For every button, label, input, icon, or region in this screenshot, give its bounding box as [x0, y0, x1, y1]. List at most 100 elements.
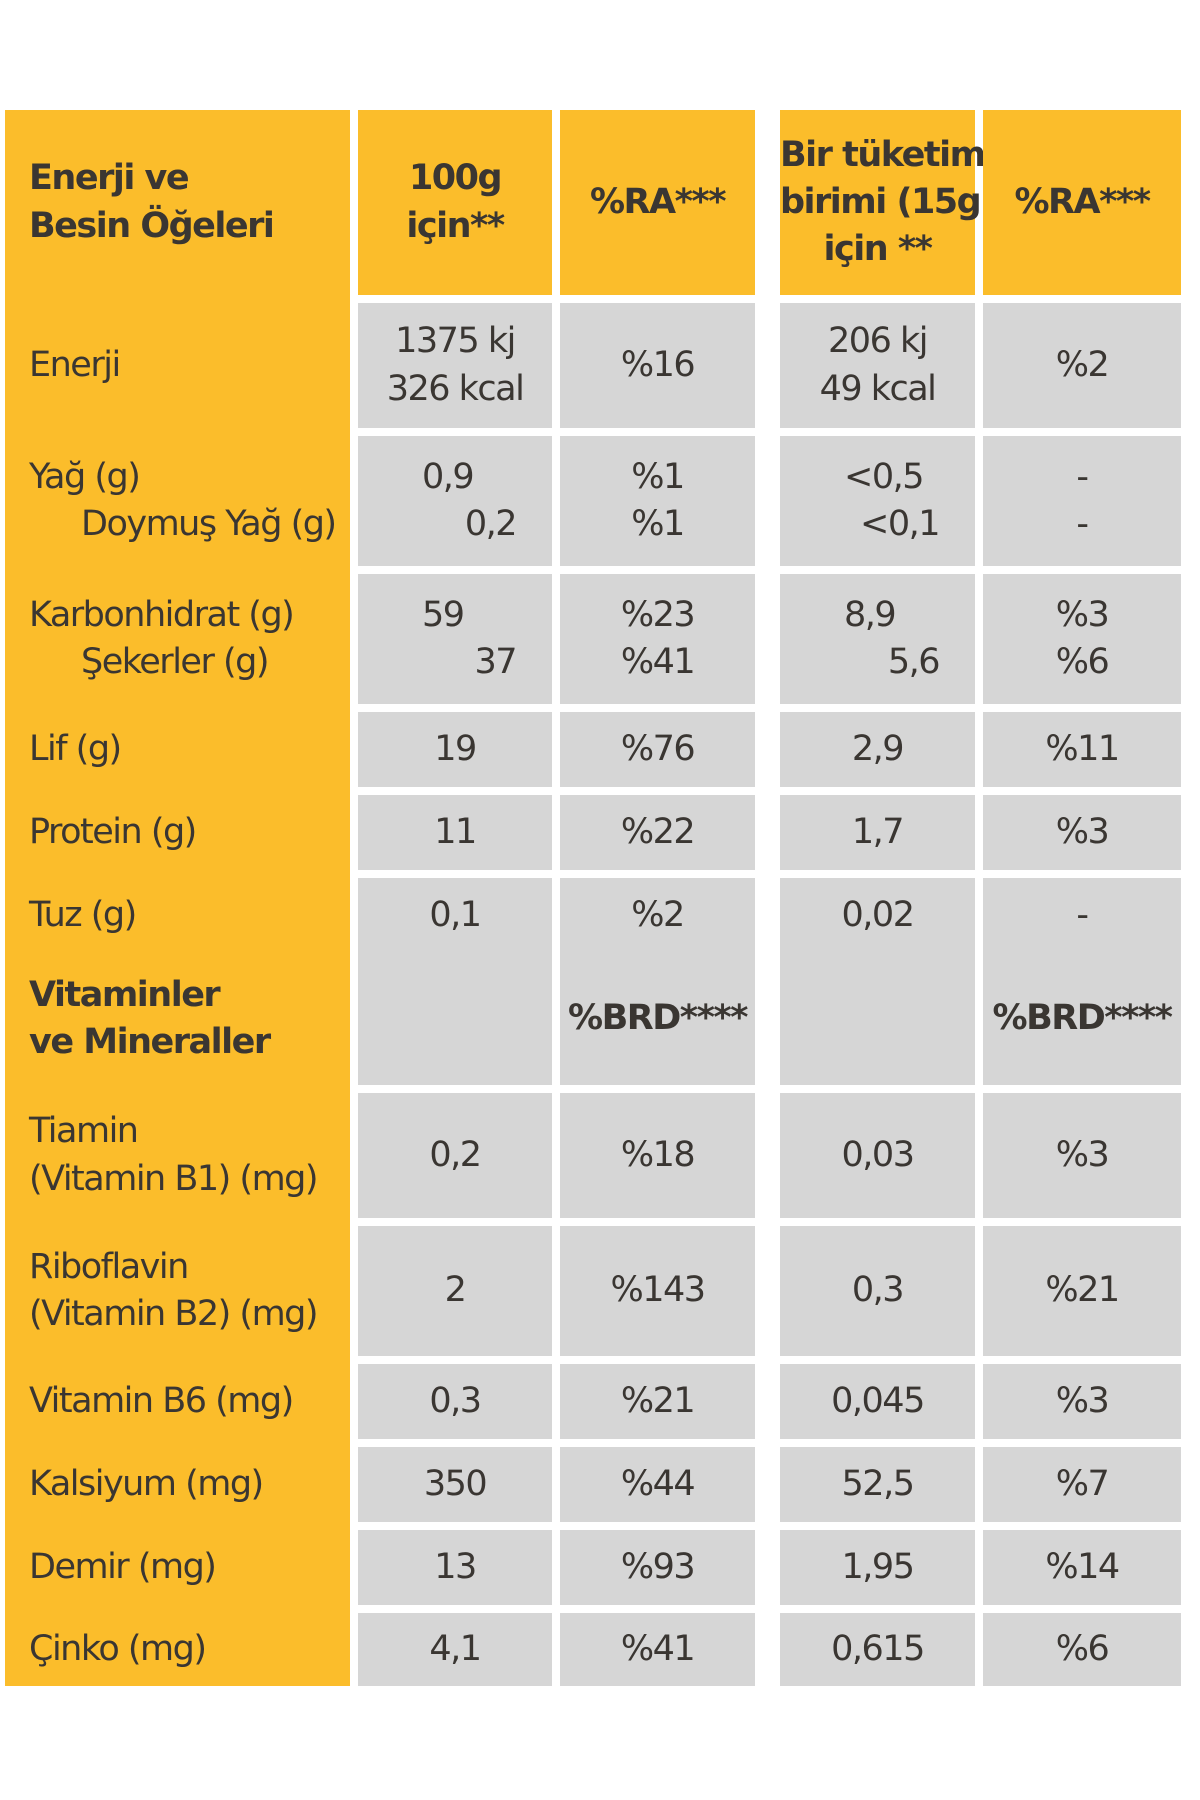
tuz-value-serving: 0,02	[780, 878, 975, 953]
lif-value-100g: 19	[358, 712, 552, 787]
kalsiyum-value-100g: 350	[358, 1447, 552, 1522]
yag-ra-100g: %1 %1	[560, 436, 755, 566]
karb-ra-100g-value: %23	[620, 594, 696, 635]
row-label-enerji: Enerji	[29, 344, 121, 385]
kalsiyum-brd-100g: %44	[560, 1447, 755, 1522]
lif-ra-serving: %11	[983, 712, 1181, 787]
karb-ra-100g: %23 %41	[560, 574, 755, 704]
row-label-cinko: Çinko (mg)	[29, 1628, 207, 1669]
cinko-value-serving: 0,615	[780, 1613, 975, 1686]
header-per-100g-line2: için**	[406, 205, 505, 246]
label-tiamin-line1: Tiamin	[29, 1111, 139, 1152]
riboflavin-value-serving: 0,3	[780, 1226, 975, 1356]
enerji-ra-serving: %2	[983, 303, 1181, 428]
header-ra-serving: %RA***	[983, 110, 1181, 295]
demir-value-serving: 1,95	[780, 1530, 975, 1605]
label-riboflavin-line1: Riboflavin	[29, 1246, 189, 1287]
kalsiyum-brd-serving: %7	[983, 1447, 1181, 1522]
row-label-kalsiyum: Kalsiyum (mg)	[29, 1463, 264, 1504]
demir-value-100g: 13	[358, 1530, 552, 1605]
label-column	[5, 110, 350, 1686]
header-per-serving: Bir tüketim birimi (15g) için **	[780, 110, 996, 295]
row-label-lif: Lif (g)	[29, 728, 122, 769]
header-nutrients: Enerji ve Besin Öğeleri	[5, 110, 350, 295]
protein-ra-serving: %3	[983, 795, 1181, 870]
row-label-vitamin-b6: Vitamin B6 (mg)	[29, 1380, 294, 1421]
tuz-ra-100g: %2	[560, 878, 755, 953]
seker-ra-100g-value: %41	[620, 642, 696, 682]
yag-value-serving: <0,5 <0,1	[780, 436, 975, 566]
protein-ra-100g: %22	[560, 795, 755, 870]
riboflavin-value-100g: 2	[358, 1226, 552, 1356]
tiamin-value-100g: 0,2	[358, 1093, 552, 1218]
demir-brd-serving: %14	[983, 1530, 1181, 1605]
yag-ra-serving: - -	[983, 436, 1181, 566]
cinko-brd-serving: %6	[983, 1613, 1181, 1686]
karb-100g: 59	[422, 594, 465, 635]
header-nutrients-line2: Besin Öğeleri	[29, 205, 275, 246]
label-riboflavin-line2: (Vitamin B2) (mg)	[29, 1294, 319, 1334]
label-karbonhidrat: Karbonhidrat (g)	[29, 594, 295, 635]
header-per-serving-line3: için **	[823, 229, 933, 270]
vitmin-empty-serving	[780, 953, 975, 1085]
cinko-value-100g: 4,1	[358, 1613, 552, 1686]
b6-brd-serving: %3	[983, 1364, 1181, 1439]
header-per-serving-line1: Bir tüketim	[780, 134, 986, 175]
enerji-kcal-serving: 49 kcal	[819, 368, 937, 409]
enerji-kcal-100g: 326 kcal	[386, 368, 525, 409]
row-label-protein: Protein (g)	[29, 811, 197, 852]
yag-ra-100g-value: %1	[631, 456, 685, 497]
tiamin-brd-100g: %18	[560, 1093, 755, 1218]
tuz-ra-serving: -	[983, 878, 1181, 953]
seker-ra-serving-value: %6	[1055, 642, 1110, 682]
tuz-value-100g: 0,1	[358, 878, 552, 953]
cinko-brd-100g: %41	[560, 1613, 755, 1686]
yag-serving: <0,5	[844, 456, 925, 497]
b6-brd-100g: %21	[560, 1364, 755, 1439]
label-doymus-yag: Doymuş Yağ (g)	[81, 504, 337, 544]
demir-brd-100g: %93	[560, 1530, 755, 1605]
header-nutrients-line1: Enerji ve	[29, 158, 190, 199]
header-per-100g: 100g için**	[358, 110, 552, 295]
yag-100g: 0,9	[422, 456, 475, 497]
enerji-kj-100g: 1375 kj	[395, 321, 516, 362]
b6-value-100g: 0,3	[358, 1364, 552, 1439]
protein-value-serving: 1,7	[780, 795, 975, 870]
karb-ra-serving: %3 %6	[983, 574, 1181, 704]
tiamin-value-serving: 0,03	[780, 1093, 975, 1218]
enerji-value-serving: 206 kj 49 kcal	[780, 303, 975, 428]
header-per-serving-line2: birimi (15g)	[780, 181, 996, 222]
riboflavin-brd-100g: %143	[560, 1226, 755, 1356]
yag-value-100g: 0,9 0,2	[358, 436, 552, 566]
row-label-riboflavin: Riboflavin (Vitamin B2) (mg)	[5, 1226, 350, 1356]
doymus-yag-ra-serving-value: -	[1076, 504, 1089, 544]
tiamin-brd-serving: %3	[983, 1093, 1181, 1218]
brd-header-serving: %BRD****	[983, 953, 1181, 1085]
doymus-yag-ra-100g-value: %1	[631, 504, 685, 544]
enerji-kj-serving: 206 kj	[828, 321, 928, 362]
section-vitamins-line1: Vitaminler	[29, 974, 221, 1015]
header-ra-100g: %RA***	[560, 110, 755, 295]
section-vitamins-line2: ve Mineraller	[29, 1022, 271, 1062]
kalsiyum-value-serving: 52,5	[780, 1447, 975, 1522]
brd-header-100g: %BRD****	[560, 953, 755, 1085]
doymus-yag-100g: 0,2	[464, 504, 518, 544]
karb-value-serving: 8,9 5,6	[780, 574, 975, 704]
riboflavin-brd-serving: %21	[983, 1226, 1181, 1356]
lif-value-serving: 2,9	[780, 712, 975, 787]
karb-value-100g: 59 37	[358, 574, 552, 704]
enerji-ra-100g: %16	[560, 303, 755, 428]
b6-value-serving: 0,045	[780, 1364, 975, 1439]
row-label-demir: Demir (mg)	[29, 1546, 217, 1587]
lif-ra-100g: %76	[560, 712, 755, 787]
yag-ra-serving-value: -	[1076, 456, 1089, 497]
vitmin-empty-100g	[358, 953, 552, 1085]
label-sekerler: Şekerler (g)	[81, 642, 270, 682]
enerji-value-100g: 1375 kj 326 kcal	[358, 303, 552, 428]
protein-value-100g: 11	[358, 795, 552, 870]
label-yag: Yağ (g)	[29, 456, 141, 497]
row-label-yag: Yağ (g) Doymuş Yağ (g)	[5, 436, 350, 566]
seker-100g: 37	[474, 642, 517, 682]
label-tiamin-line2: (Vitamin B1) (mg)	[29, 1158, 319, 1199]
row-label-karbonhidrat: Karbonhidrat (g) Şekerler (g)	[5, 574, 350, 704]
